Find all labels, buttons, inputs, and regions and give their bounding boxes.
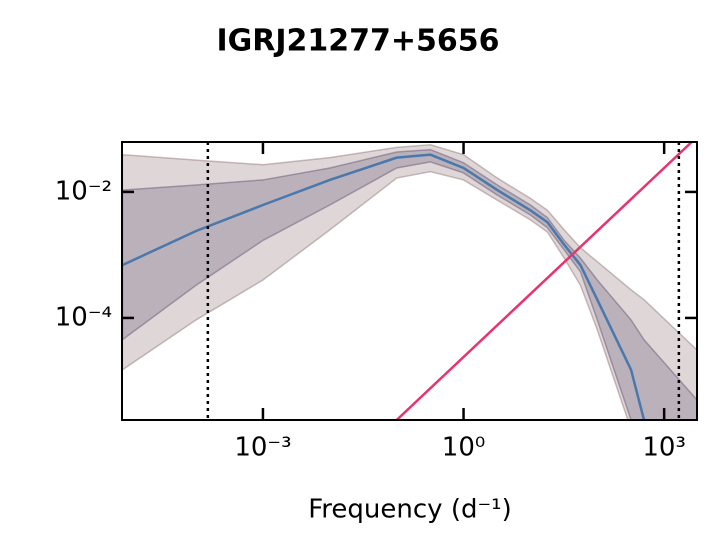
y-tick-label: 10⁻⁴ [55,302,112,332]
chart-title: IGRJ21277+5656 [216,24,499,59]
plot-frame [121,141,698,421]
plot-area [122,142,697,420]
confidence-band [122,148,697,420]
x-tick-label: 10³ [642,433,686,463]
x-axis-label: Frequency (d⁻¹) [308,495,512,525]
x-tick-label: 10⁻³ [234,433,291,463]
x-tick-label: 10⁰ [442,433,486,463]
median-line [122,153,646,420]
confidence-band [122,144,697,420]
reference-line [395,142,694,420]
y-tick-label: 10⁻² [55,176,112,206]
